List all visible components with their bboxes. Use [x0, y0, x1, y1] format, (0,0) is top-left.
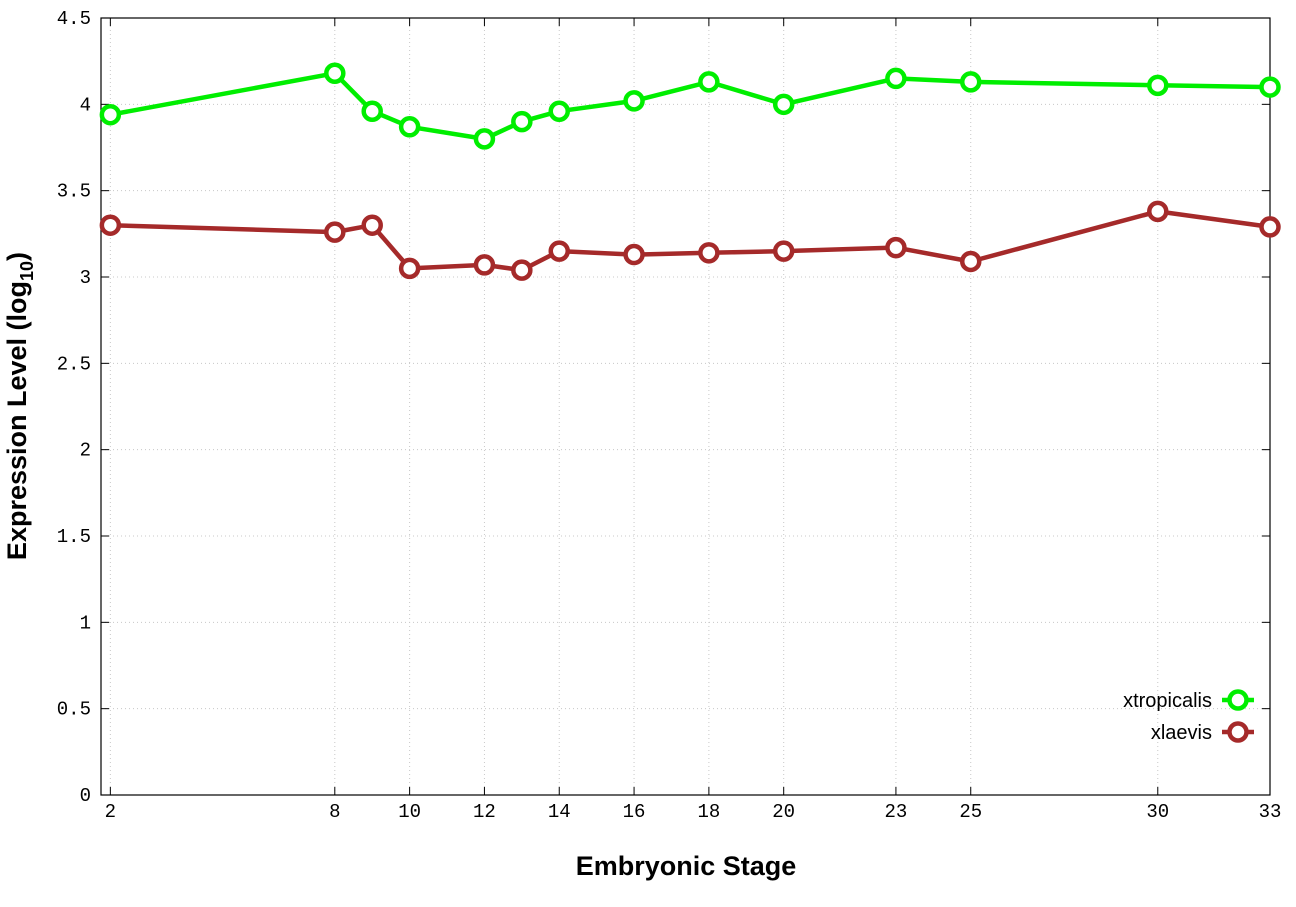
- y-axis-title-close: ): [2, 252, 32, 261]
- legend-label: xtropicalis: [1123, 690, 1212, 712]
- y-tick-label: 2: [80, 440, 91, 462]
- data-point: [398, 116, 421, 138]
- data-point: [1147, 74, 1169, 97]
- data-point: [324, 62, 346, 85]
- data-point: [1147, 200, 1169, 223]
- data-point: [623, 243, 645, 266]
- data-point: [1259, 76, 1281, 98]
- data-point: [548, 100, 570, 122]
- series-line: [110, 209, 1271, 273]
- data-point: [324, 221, 346, 243]
- legend: xtropicalis xlaevis: [1123, 689, 1254, 744]
- y-tick-label: 4.5: [57, 8, 91, 30]
- x-tick-label: 12: [473, 801, 496, 823]
- x-tick-label: 30: [1146, 801, 1169, 823]
- axis-ticks: 0 0.5 1 1.5 2 2.5 3 3.5 4 4.5 2 8 10 12 14 16 18 20 23 25 30…: [57, 8, 1282, 823]
- x-tick-label: 16: [623, 801, 646, 823]
- y-axis-title-subscript: 10: [17, 261, 37, 281]
- y-tick-label: 3: [80, 267, 91, 289]
- data-point: [959, 71, 982, 93]
- data-point: [772, 240, 795, 262]
- y-tick-label: 0.5: [57, 699, 91, 721]
- plot-frame: [100, 17, 1271, 796]
- y-tick-label: 4: [80, 94, 91, 116]
- data-point: [698, 242, 720, 264]
- data-point: [548, 240, 570, 262]
- x-tick-label: 20: [772, 801, 795, 823]
- legend-label: xlaevis: [1151, 722, 1212, 744]
- x-tick-label: 2: [105, 801, 116, 823]
- data-point: [623, 90, 645, 112]
- series-xlaevis: [99, 200, 1281, 281]
- data-point: [885, 236, 907, 259]
- legend-marker: [1227, 689, 1249, 711]
- legend-marker: [1227, 721, 1249, 743]
- x-tick-label: 10: [398, 801, 421, 823]
- data-point: [473, 128, 496, 150]
- data-point: [959, 250, 982, 273]
- data-point: [398, 257, 421, 280]
- y-axis-title: Expression Level (log10): [2, 252, 37, 560]
- data-point: [1259, 216, 1281, 238]
- y-tick-label: 0: [80, 785, 91, 807]
- y-tick-label: 3.5: [57, 181, 91, 203]
- data-point: [511, 259, 533, 281]
- data-point: [361, 100, 383, 122]
- x-tick-label: 23: [885, 801, 908, 823]
- data-point: [473, 254, 496, 276]
- series-xtropicalis: [99, 62, 1281, 150]
- data-point: [698, 71, 720, 93]
- series-line: [109, 71, 1271, 142]
- x-axis-title: Embryonic Stage: [576, 851, 797, 881]
- data-point: [99, 103, 122, 126]
- data-point: [99, 214, 122, 236]
- x-tick-label: 33: [1259, 801, 1282, 823]
- y-tick-label: 2.5: [57, 353, 91, 375]
- y-axis-title-main: Expression Level (log: [2, 281, 32, 560]
- x-tick-label: 14: [548, 801, 571, 823]
- data-point: [885, 67, 907, 90]
- grid: [101, 18, 1270, 795]
- data-point: [511, 110, 533, 133]
- series-layer: [99, 62, 1281, 281]
- data-point: [361, 214, 383, 236]
- y-tick-label: 1.5: [57, 526, 91, 548]
- x-tick-label: 8: [329, 801, 340, 823]
- y-tick-label: 1: [80, 612, 91, 634]
- x-tick-label: 25: [959, 801, 982, 823]
- data-point: [772, 93, 795, 116]
- x-tick-label: 18: [697, 801, 720, 823]
